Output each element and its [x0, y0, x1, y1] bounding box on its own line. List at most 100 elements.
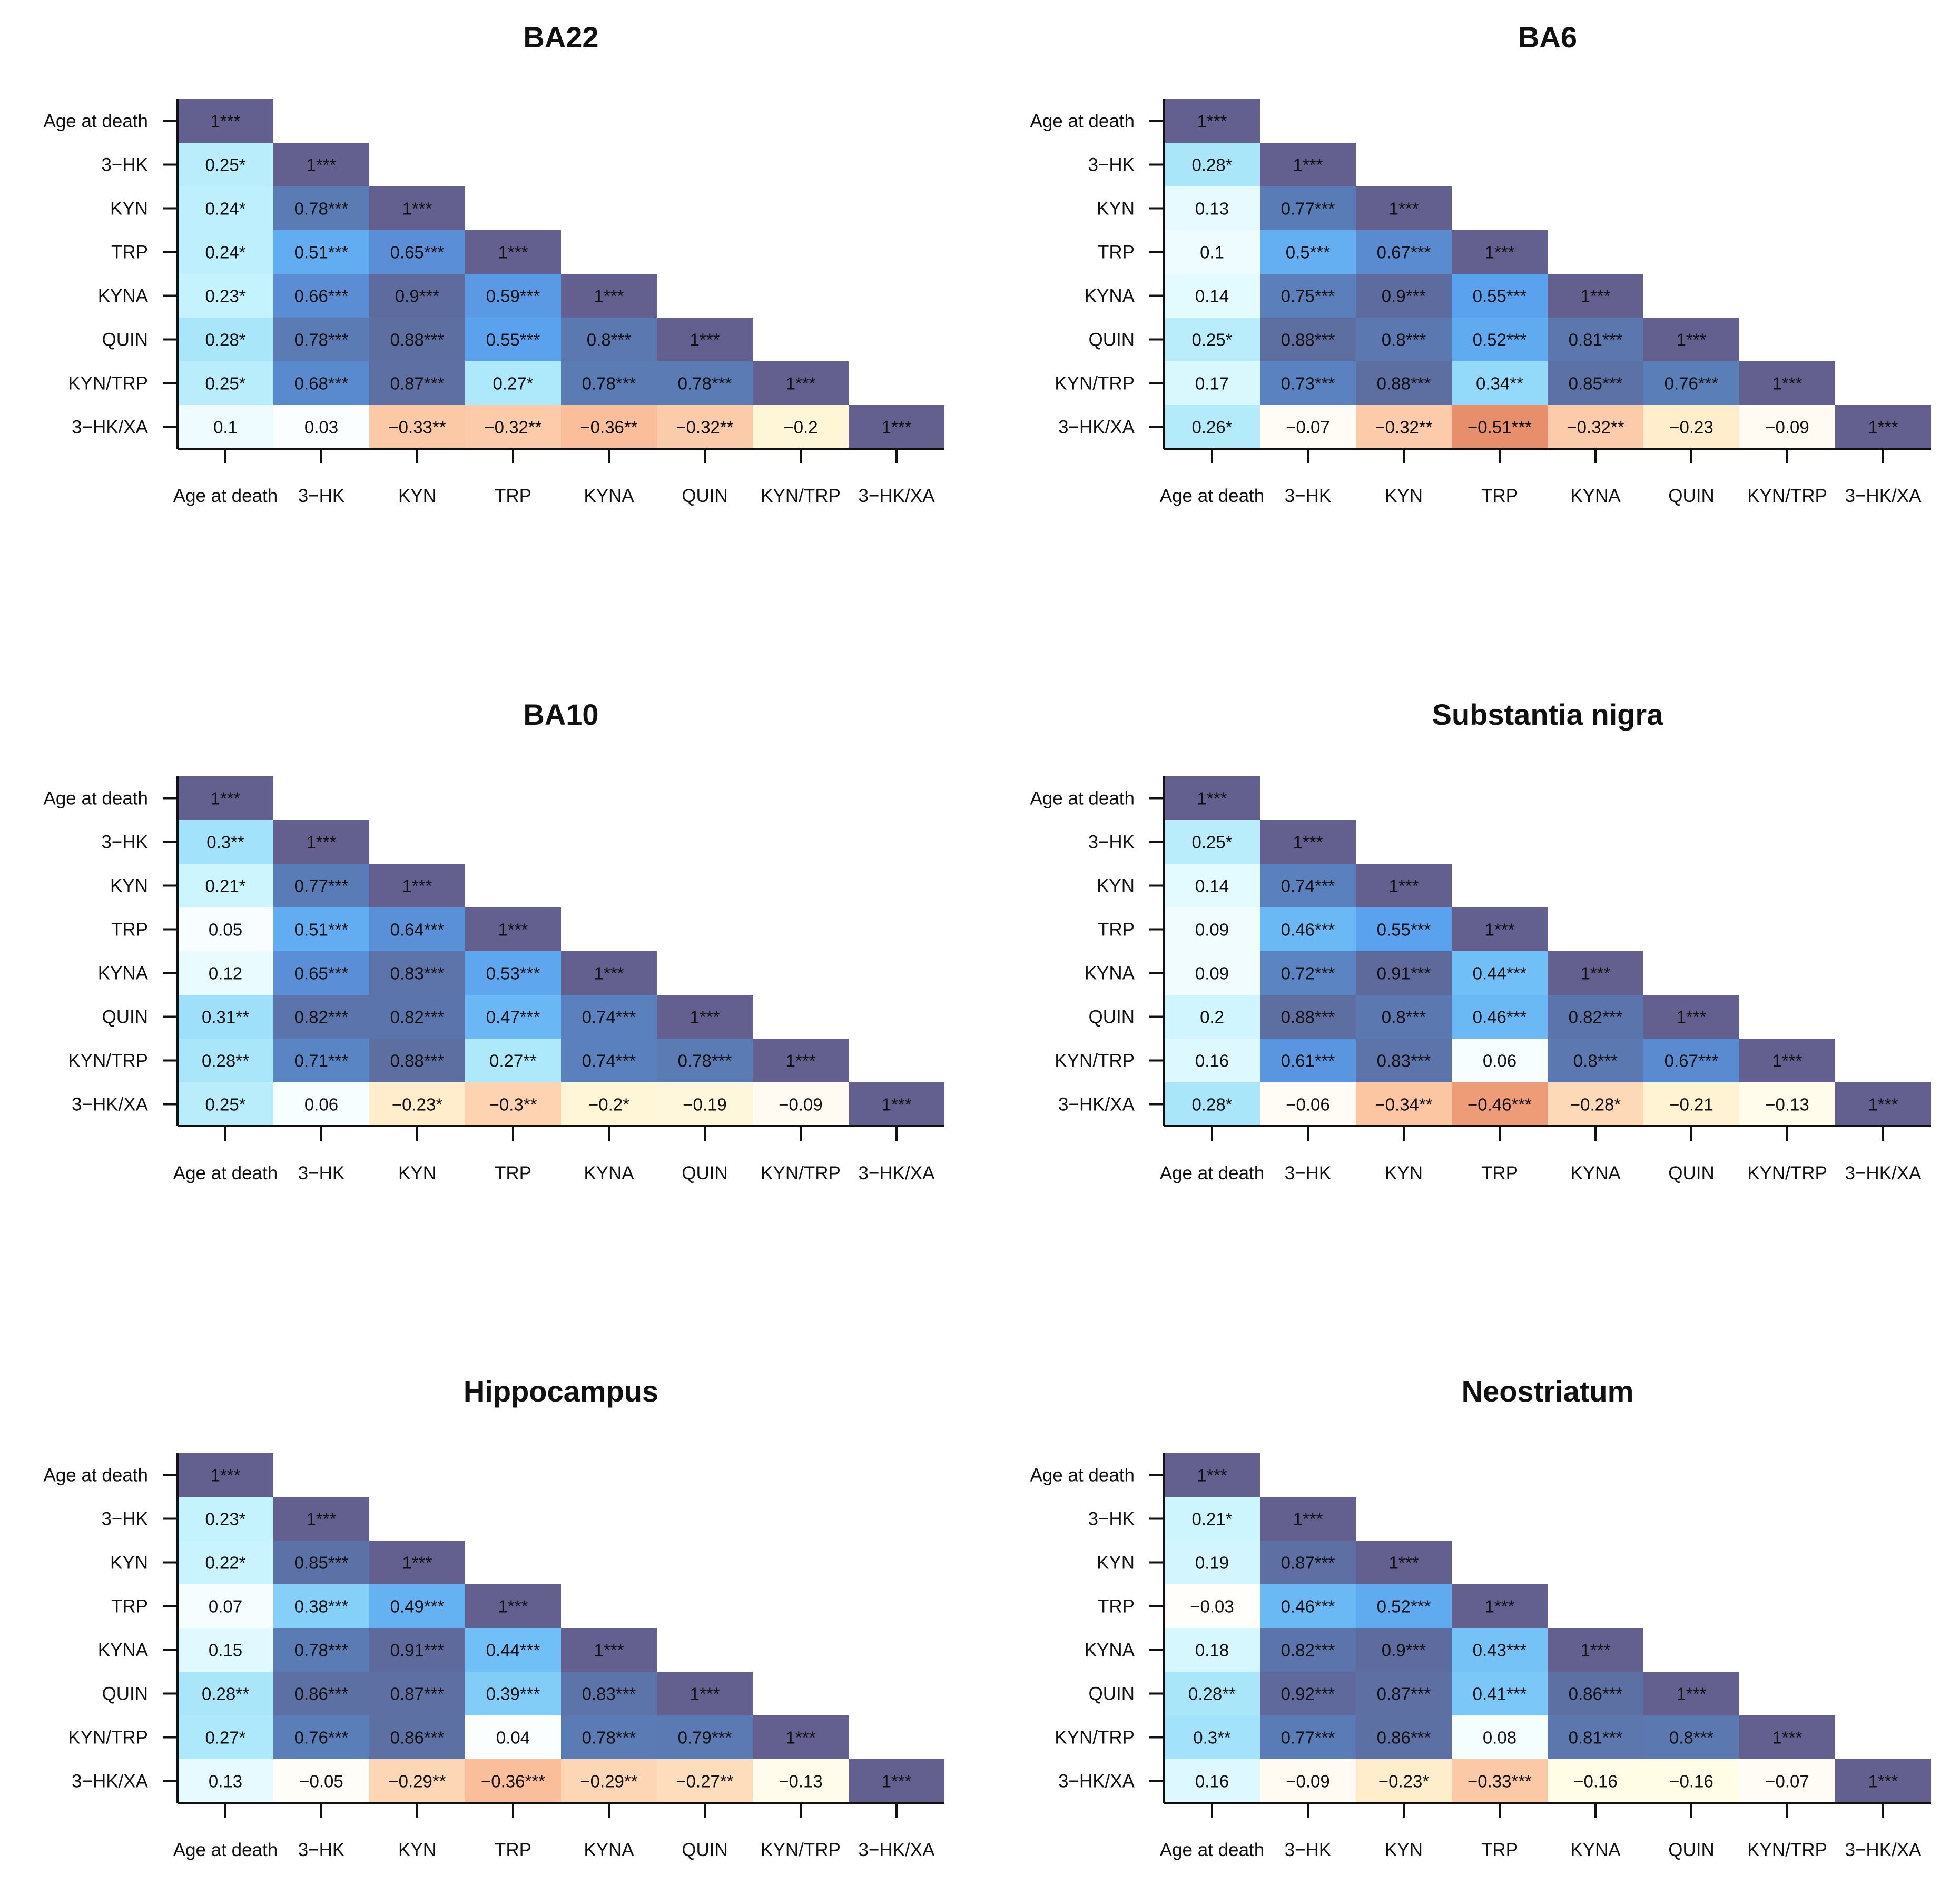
cell-value-label: 1*** — [1485, 243, 1515, 262]
cell-value-label: 0.2 — [1200, 1008, 1224, 1027]
cell-value-label: 0.25* — [1191, 330, 1232, 350]
cell-value-label: 0.51*** — [294, 243, 349, 262]
cell-value-label: 1*** — [307, 833, 337, 852]
heatmap-cell — [465, 1082, 561, 1126]
cell-value-label: 0.86*** — [1569, 1684, 1623, 1704]
cell-value-label: 0.16 — [1195, 1051, 1229, 1071]
heatmap-cell — [1548, 1628, 1643, 1672]
heatmap-cell — [178, 1584, 273, 1628]
heatmap-panel-hippocampus: Hippocampus 1*** 0.23* 1*** 0.22* 0.85*** 1***… — [44, 1375, 944, 1860]
heatmap-cell — [657, 405, 753, 449]
cell-value-label: 0.79*** — [678, 1728, 732, 1748]
cell-value-label: −0.32** — [676, 418, 733, 437]
heatmap-cell — [273, 864, 369, 907]
heatmap-cell — [1356, 405, 1452, 449]
cell-value-label: 0.77*** — [1281, 199, 1335, 219]
cell-value-label: 1*** — [1772, 374, 1803, 393]
cell-value-label: 0.3** — [1193, 1728, 1231, 1748]
cell-value-label: 0.43*** — [1473, 1641, 1527, 1660]
y-tick-label: Age at death — [44, 788, 149, 809]
heatmap-cell — [178, 361, 273, 405]
x-tick-label: 3−HK/XA — [859, 1840, 935, 1860]
cell-value-label: 0.09 — [1195, 920, 1229, 940]
cell-value-label: 0.73*** — [1281, 374, 1335, 393]
heatmap-cell — [1452, 318, 1548, 361]
heatmap-cell — [1548, 1082, 1643, 1126]
heatmap-cell — [178, 1453, 273, 1497]
heatmap-cell — [178, 1672, 273, 1715]
cell-value-label: 0.78*** — [678, 374, 732, 393]
x-tick-label: KYN/TRP — [761, 1840, 841, 1860]
heatmap-cell — [1164, 99, 1260, 143]
y-tick-label: TRP — [111, 1596, 148, 1617]
heatmap-cell — [1548, 361, 1643, 405]
x-tick-label: KYN — [1385, 1163, 1423, 1183]
heatmap-cell — [1164, 186, 1260, 230]
heatmap-cell — [369, 1672, 465, 1715]
cell-value-label: 0.86*** — [294, 1684, 349, 1704]
cell-value-label: 1*** — [1581, 964, 1611, 983]
cell-value-label: 0.85*** — [294, 1553, 349, 1573]
cell-value-label: −0.36*** — [481, 1772, 545, 1791]
y-tick-label: QUIN — [102, 1684, 149, 1704]
heatmap-cell — [273, 405, 369, 449]
heatmap-panel-ba10: BA10 1*** 0.3** 1*** 0.21* 0.77*** 1*** 0.05 0.5… — [44, 698, 944, 1183]
heatmap-panel-ba6: BA6 1*** 0.28* 1*** 0.13 0.77*** 1*** 0.1 0.5***… — [1030, 21, 1931, 506]
heatmap-cell — [1643, 405, 1739, 449]
heatmap-cell — [561, 361, 657, 405]
cell-value-label: −0.34** — [1375, 1095, 1432, 1114]
heatmap-cell — [849, 1759, 944, 1803]
heatmap-cell — [369, 864, 465, 907]
cell-value-label: 1*** — [594, 964, 624, 983]
heatmap-cell — [1356, 1082, 1452, 1126]
cell-value-label: 0.91*** — [390, 1641, 445, 1660]
cell-value-label: 1*** — [1389, 199, 1419, 219]
heatmap-cell — [1356, 907, 1452, 951]
heatmap-cell — [1164, 1628, 1260, 1672]
cell-value-label: 0.85*** — [1569, 374, 1623, 393]
heatmap-panel-ba22: BA22 1*** 0.25* 1*** 0.24* 0.78*** 1*** 0.24* 0.… — [44, 21, 944, 506]
cell-value-label: 1*** — [1485, 1597, 1515, 1616]
heatmap-cell — [1260, 907, 1356, 951]
heatmap-cell — [1260, 995, 1356, 1039]
cell-value-label: 1*** — [786, 1728, 816, 1748]
cell-value-label: 0.46*** — [1473, 1008, 1527, 1027]
heatmap-cell — [273, 1759, 369, 1803]
x-tick-label: KYN/TRP — [1747, 1840, 1827, 1860]
heatmap-cell — [465, 1584, 561, 1628]
heatmap-cell — [1548, 951, 1643, 995]
heatmap-cell — [753, 1715, 849, 1759]
cell-value-label: 1*** — [498, 243, 528, 262]
heatmap-cell — [1164, 1497, 1260, 1541]
cell-value-label: 0.17 — [1195, 374, 1229, 393]
cell-value-label: 0.24* — [205, 199, 245, 219]
heatmap-cell — [1260, 1039, 1356, 1082]
cell-value-label: 0.74*** — [582, 1008, 636, 1027]
x-tick-label: TRP — [495, 1840, 531, 1860]
heatmap-cell — [1164, 820, 1260, 864]
cell-value-label: 0.88*** — [1281, 1008, 1335, 1027]
heatmap-cell — [1260, 361, 1356, 405]
x-tick-label: 3−HK — [298, 486, 345, 506]
cell-value-label: 0.18 — [1195, 1641, 1229, 1660]
cell-value-label: 1*** — [1293, 833, 1323, 852]
cell-value-label: 0.27* — [493, 374, 533, 393]
heatmap-cell — [178, 776, 273, 820]
cell-value-label: −0.13 — [779, 1772, 823, 1791]
x-tick-label: KYN/TRP — [761, 1163, 841, 1183]
heatmap-cell — [1260, 1715, 1356, 1759]
heatmap-cell — [1164, 143, 1260, 186]
x-tick-label: QUIN — [682, 1840, 728, 1860]
y-tick-label: KYNA — [98, 1640, 149, 1661]
cell-value-label: 0.88*** — [1377, 374, 1431, 393]
cell-value-label: 0.3** — [206, 833, 244, 852]
cell-value-label: 0.39*** — [486, 1684, 540, 1704]
x-tick-label: Age at death — [173, 1840, 278, 1860]
y-tick-label: TRP — [1098, 920, 1135, 940]
heatmap-cell — [561, 318, 657, 361]
x-tick-label: Age at death — [173, 486, 278, 506]
x-tick-label: KYN — [1385, 1840, 1423, 1860]
heatmap-cell — [1548, 1039, 1643, 1082]
y-tick-label: TRP — [111, 242, 148, 263]
